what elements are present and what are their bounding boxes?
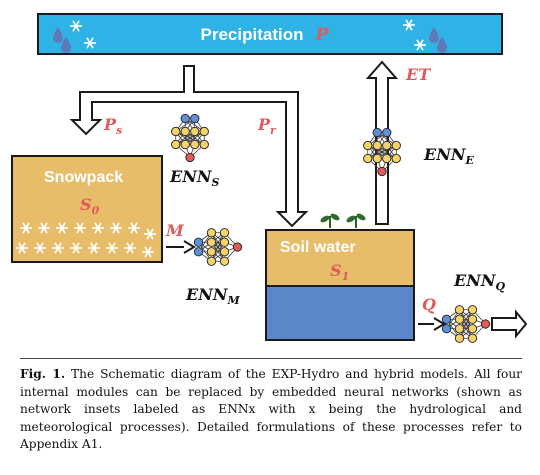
flux-pr: Pr <box>257 115 277 137</box>
soil-water-state: S1 <box>330 261 349 283</box>
network-node <box>206 247 217 257</box>
network-node <box>382 153 392 164</box>
network-node <box>180 126 190 137</box>
network-edge <box>211 232 225 262</box>
network-inset-m <box>193 228 243 266</box>
network-node <box>190 126 200 137</box>
network-node <box>454 333 465 343</box>
network-node <box>180 139 190 150</box>
network-label-q: ENNQ <box>453 271 505 293</box>
flux-ps: Ps <box>103 115 122 137</box>
network-node <box>190 113 200 124</box>
network-node <box>454 314 465 324</box>
network-node <box>180 113 190 124</box>
network-node <box>363 153 373 164</box>
figure-caption: Fig. 1. The Schematic diagram of the EXP… <box>20 366 522 454</box>
network-node <box>185 152 195 163</box>
sprout-icon <box>318 211 368 229</box>
network-node <box>467 314 478 324</box>
network-node <box>199 126 209 137</box>
network-node <box>199 139 209 150</box>
runoff-arrow <box>418 309 528 339</box>
network-label-e: ENNE <box>423 145 474 167</box>
network-node <box>454 305 465 315</box>
network-node <box>382 127 392 138</box>
snowpack-box: Snowpack S0 <box>11 155 163 263</box>
network-node <box>219 237 230 247</box>
network-node <box>454 324 465 334</box>
network-node <box>219 256 230 266</box>
network-node <box>219 247 230 257</box>
soil-water-box: Soil water S1 <box>265 229 415 341</box>
network-node <box>206 228 217 238</box>
precipitation-symbol: P <box>315 25 330 45</box>
network-node <box>206 237 217 247</box>
network-label-m: ENNM <box>185 285 240 307</box>
precipitation-label: Precipitation <box>201 25 304 44</box>
flux-et: ET <box>405 65 431 84</box>
network-node <box>219 228 230 238</box>
network-edge <box>367 145 397 159</box>
network-node <box>232 242 243 252</box>
network-edge <box>459 309 473 339</box>
network-label-s: ENNS <box>169 167 219 189</box>
network-inset-e <box>363 127 401 177</box>
network-node <box>382 140 392 151</box>
network-node <box>171 139 181 150</box>
precipitation-box: Precipitation P <box>37 13 503 55</box>
figure-label: Fig. 1. <box>20 367 66 381</box>
soil-water-label: Soil water <box>280 239 356 256</box>
network-node <box>441 314 452 324</box>
network-node <box>377 166 387 177</box>
network-node <box>467 333 478 343</box>
precipitation-split-arrow <box>69 65 309 228</box>
network-node <box>190 139 200 150</box>
network-node <box>193 237 204 247</box>
network-node <box>467 305 478 315</box>
network-node <box>480 319 491 329</box>
network-node <box>372 127 382 138</box>
caption-text: The Schematic diagram of the EXP-Hydro a… <box>20 367 522 452</box>
network-edge <box>175 131 205 145</box>
snowpack-state: S0 <box>80 195 100 217</box>
melt-arrow <box>166 240 196 254</box>
network-node <box>441 324 452 334</box>
caption-rule <box>20 358 522 359</box>
network-inset-q <box>441 305 491 343</box>
network-node <box>391 140 401 151</box>
network-node <box>171 126 181 137</box>
network-node <box>391 153 401 164</box>
network-inset-s <box>171 113 209 163</box>
network-node <box>372 153 382 164</box>
snowpack-label: Snowpack <box>44 169 123 186</box>
flux-m: M <box>165 221 185 240</box>
flux-q: Q <box>422 295 436 314</box>
et-arrow <box>365 60 399 225</box>
network-node <box>193 247 204 257</box>
model-diagram: Precipitation P Ps Pr ET Snowpack S0 M <box>11 13 528 343</box>
network-node <box>372 140 382 151</box>
network-node <box>206 256 217 266</box>
network-node <box>363 140 373 151</box>
network-node <box>467 324 478 334</box>
